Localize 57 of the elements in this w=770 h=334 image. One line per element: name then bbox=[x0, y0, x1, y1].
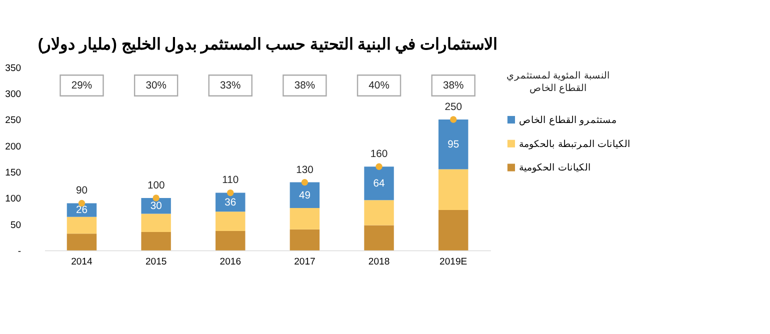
legend-label: مستثمرو القطاع الخاص bbox=[519, 114, 616, 126]
annotation: 30% bbox=[146, 80, 166, 92]
bar bbox=[438, 120, 468, 170]
x-tick-label: 2017 bbox=[294, 256, 316, 268]
point bbox=[152, 194, 160, 202]
annotation: 38% bbox=[442, 80, 464, 92]
data-label: 30 bbox=[150, 201, 162, 212]
point bbox=[376, 163, 382, 170]
bar bbox=[216, 212, 246, 231]
data-label: 26 bbox=[76, 205, 88, 216]
bar bbox=[438, 210, 468, 250]
x-tick-label: 2019E bbox=[440, 256, 468, 268]
y-tick-label: 350 bbox=[5, 62, 22, 74]
bar bbox=[290, 208, 320, 230]
bar bbox=[364, 200, 394, 226]
annotation: 38% bbox=[294, 80, 316, 92]
total-label: 100 bbox=[147, 180, 165, 192]
bar bbox=[364, 225, 394, 250]
total-label: 90 bbox=[76, 186, 88, 197]
y-tick-label: 200 bbox=[5, 141, 22, 152]
x-tick-label: 2015 bbox=[145, 256, 167, 268]
total-label: 130 bbox=[296, 164, 314, 176]
chart-title: الاستثمارات في البنية التحتية حسب المستثمر بدول الخليج (مليار دولار) bbox=[38, 36, 498, 55]
legend-label: الكيانات المرتبطة بالحكومة bbox=[519, 138, 630, 150]
total-label: 160 bbox=[370, 149, 388, 160]
y-tick-label: 100 bbox=[5, 194, 22, 205]
bar bbox=[364, 166, 394, 200]
bar bbox=[141, 214, 171, 232]
data-label: 49 bbox=[298, 190, 311, 202]
bar bbox=[290, 182, 320, 208]
point bbox=[227, 189, 234, 196]
x-tick-label: 2018 bbox=[368, 256, 390, 268]
bar bbox=[438, 169, 468, 210]
total-label: 110 bbox=[222, 175, 239, 186]
text: النسبة المئوية لمستثمري القطاع الخاص bbox=[506, 70, 610, 94]
total-label: 250 bbox=[444, 102, 462, 113]
y-tick-label: 300 bbox=[5, 88, 22, 100]
data-label: 95 bbox=[448, 140, 460, 151]
x-tick-label: 2016 bbox=[220, 256, 242, 268]
point bbox=[301, 178, 308, 186]
y-tick-label: 150 bbox=[5, 167, 22, 178]
annotation: 40% bbox=[368, 80, 390, 92]
y-tick-label: 50 bbox=[10, 220, 22, 231]
data-label: 64 bbox=[373, 178, 386, 190]
y-tick-label: - bbox=[18, 246, 22, 257]
bar bbox=[66, 234, 97, 250]
legend-label: الكيانات الحكومية bbox=[519, 162, 591, 174]
annotation: 29% bbox=[71, 80, 92, 92]
x-tick-label: 2014 bbox=[71, 256, 94, 268]
bar bbox=[216, 230, 246, 250]
point bbox=[450, 116, 457, 123]
annotation: 33% bbox=[220, 80, 241, 92]
y-tick-label: 250 bbox=[5, 115, 22, 126]
bar bbox=[141, 232, 171, 250]
bar bbox=[66, 216, 97, 234]
bar bbox=[290, 229, 320, 250]
data-label: 36 bbox=[224, 197, 236, 208]
